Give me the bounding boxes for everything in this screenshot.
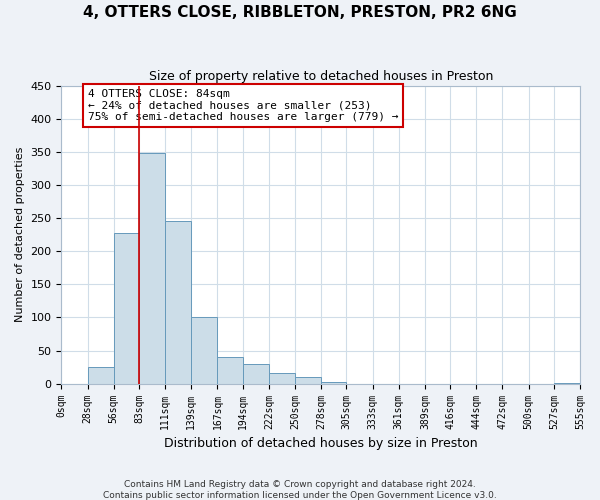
Title: Size of property relative to detached houses in Preston: Size of property relative to detached ho… [149, 70, 493, 83]
Bar [554, 383, 580, 384]
Bar [165, 220, 191, 384]
Text: 4, OTTERS CLOSE, RIBBLETON, PRESTON, PR2 6NG: 4, OTTERS CLOSE, RIBBLETON, PRESTON, PR2… [83, 5, 517, 20]
Bar [321, 382, 346, 384]
Text: Contains HM Land Registry data © Crown copyright and database right 2024.
Contai: Contains HM Land Registry data © Crown c… [103, 480, 497, 500]
Bar [295, 377, 321, 384]
Y-axis label: Number of detached properties: Number of detached properties [15, 147, 25, 322]
Bar [269, 373, 295, 384]
Bar [114, 232, 139, 384]
X-axis label: Distribution of detached houses by size in Preston: Distribution of detached houses by size … [164, 437, 478, 450]
Bar [191, 317, 217, 384]
Bar [139, 153, 165, 384]
Text: 4 OTTERS CLOSE: 84sqm
← 24% of detached houses are smaller (253)
75% of semi-det: 4 OTTERS CLOSE: 84sqm ← 24% of detached … [88, 89, 398, 122]
Bar [88, 367, 114, 384]
Bar [217, 357, 242, 384]
Bar [242, 364, 269, 384]
